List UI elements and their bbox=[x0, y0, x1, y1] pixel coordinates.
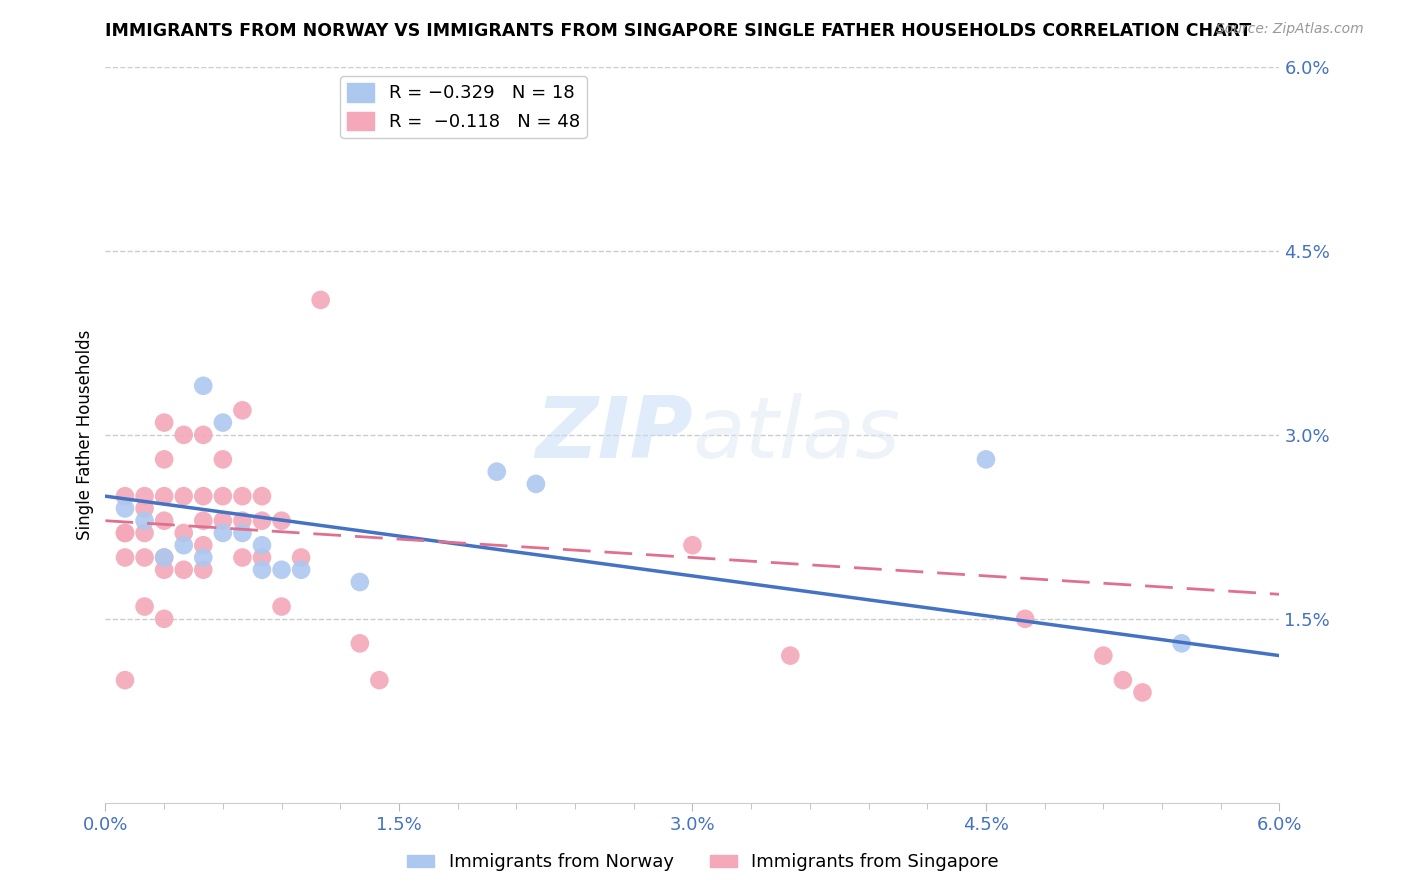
Point bbox=[524, 477, 547, 491]
Point bbox=[193, 379, 215, 393]
Point bbox=[114, 489, 136, 503]
Point bbox=[173, 538, 195, 552]
Point bbox=[1092, 648, 1115, 663]
Point bbox=[349, 636, 371, 650]
Point bbox=[1112, 673, 1135, 688]
Point bbox=[153, 550, 176, 565]
Point bbox=[270, 514, 292, 528]
Point bbox=[211, 526, 233, 541]
Point bbox=[290, 563, 312, 577]
Point bbox=[250, 563, 273, 577]
Point bbox=[193, 563, 215, 577]
Point bbox=[349, 575, 371, 590]
Point bbox=[211, 452, 233, 467]
Point bbox=[153, 489, 176, 503]
Point bbox=[211, 514, 233, 528]
Point bbox=[485, 465, 508, 479]
Text: IMMIGRANTS FROM NORWAY VS IMMIGRANTS FROM SINGAPORE SINGLE FATHER HOUSEHOLDS COR: IMMIGRANTS FROM NORWAY VS IMMIGRANTS FRO… bbox=[105, 22, 1251, 40]
Point bbox=[134, 526, 156, 541]
Point bbox=[153, 452, 176, 467]
Point bbox=[231, 514, 253, 528]
Point bbox=[134, 599, 156, 614]
Point bbox=[153, 612, 176, 626]
Point bbox=[153, 550, 176, 565]
Point bbox=[114, 550, 136, 565]
Point bbox=[193, 550, 215, 565]
Point bbox=[290, 550, 312, 565]
Point bbox=[1132, 685, 1154, 699]
Text: atlas: atlas bbox=[692, 393, 900, 476]
Point bbox=[250, 489, 273, 503]
Point bbox=[779, 648, 801, 663]
Text: Source: ZipAtlas.com: Source: ZipAtlas.com bbox=[1216, 22, 1364, 37]
Point bbox=[250, 538, 273, 552]
Point bbox=[193, 538, 215, 552]
Point bbox=[114, 501, 136, 516]
Point bbox=[193, 428, 215, 442]
Point bbox=[231, 489, 253, 503]
Point bbox=[250, 550, 273, 565]
Point bbox=[134, 501, 156, 516]
Point bbox=[153, 563, 176, 577]
Point bbox=[270, 599, 292, 614]
Point bbox=[153, 514, 176, 528]
Point bbox=[134, 550, 156, 565]
Point bbox=[134, 489, 156, 503]
Point bbox=[114, 673, 136, 688]
Point bbox=[114, 526, 136, 541]
Point bbox=[1170, 636, 1192, 650]
Point bbox=[309, 293, 332, 307]
Point bbox=[1014, 612, 1036, 626]
Point bbox=[173, 563, 195, 577]
Point bbox=[211, 489, 233, 503]
Point bbox=[114, 526, 136, 541]
Y-axis label: Single Father Households: Single Father Households bbox=[76, 330, 94, 540]
Legend: Immigrants from Norway, Immigrants from Singapore: Immigrants from Norway, Immigrants from … bbox=[399, 847, 1007, 879]
Point bbox=[173, 526, 195, 541]
Point bbox=[193, 514, 215, 528]
Point bbox=[231, 403, 253, 417]
Point bbox=[134, 514, 156, 528]
Point bbox=[153, 416, 176, 430]
Point bbox=[173, 489, 195, 503]
Point bbox=[974, 452, 997, 467]
Point bbox=[211, 416, 233, 430]
Point bbox=[231, 550, 253, 565]
Point bbox=[250, 514, 273, 528]
Point bbox=[231, 526, 253, 541]
Text: ZIP: ZIP bbox=[534, 393, 692, 476]
Point bbox=[368, 673, 391, 688]
Point bbox=[173, 428, 195, 442]
Point bbox=[193, 489, 215, 503]
Point bbox=[270, 563, 292, 577]
Legend: R = −0.329   N = 18, R =  −0.118   N = 48: R = −0.329 N = 18, R = −0.118 N = 48 bbox=[340, 76, 588, 138]
Point bbox=[682, 538, 704, 552]
